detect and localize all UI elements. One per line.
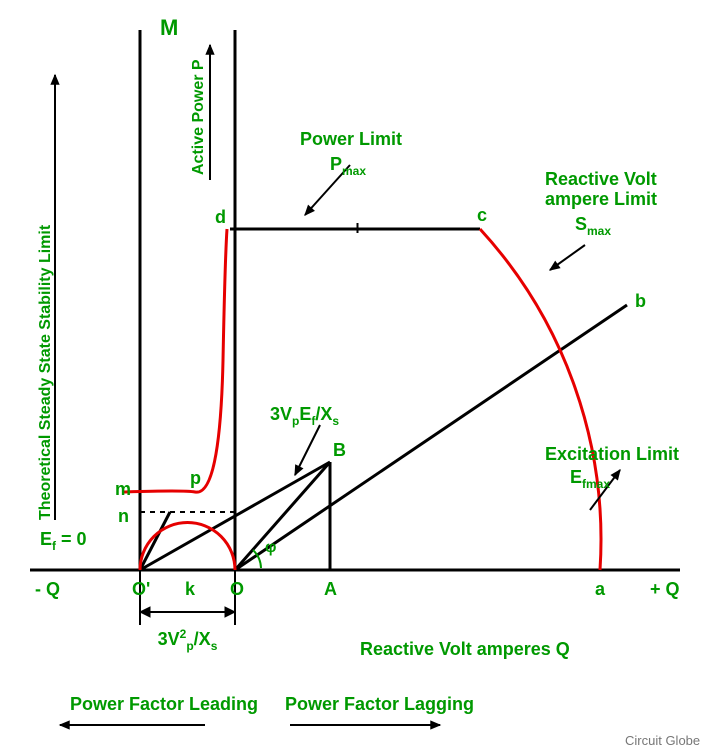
n: n xyxy=(118,506,129,526)
smax-t2: ampere Limit xyxy=(545,189,657,209)
plusQ: + Q xyxy=(650,579,680,599)
label-M: M xyxy=(160,15,178,40)
reactiveQ: Reactive Volt amperes Q xyxy=(360,639,570,659)
k: k xyxy=(185,579,196,599)
efmax-t: Excitation Limit xyxy=(545,444,679,464)
smax-t1: Reactive Volt xyxy=(545,169,657,189)
pf-lagging: Power Factor Lagging xyxy=(285,694,474,714)
p: p xyxy=(190,468,201,488)
power-limit-title: Power Limit xyxy=(300,129,402,149)
phi: φ xyxy=(265,539,276,556)
m: m xyxy=(115,479,131,499)
Oprime: O' xyxy=(132,579,150,599)
circuit-globe: Circuit Globe xyxy=(625,733,700,748)
B: B xyxy=(333,440,346,460)
d: d xyxy=(215,207,226,227)
b: b xyxy=(635,291,646,311)
pf-leading: Power Factor Leading xyxy=(70,694,258,714)
label-stability: Theoretical Steady State Stability Limit xyxy=(37,224,54,520)
O: O xyxy=(230,579,244,599)
minusQ: - Q xyxy=(35,579,60,599)
label-active-power: Active Power P xyxy=(190,59,207,175)
c: c xyxy=(477,205,487,225)
a: a xyxy=(595,579,606,599)
A: A xyxy=(324,579,337,599)
